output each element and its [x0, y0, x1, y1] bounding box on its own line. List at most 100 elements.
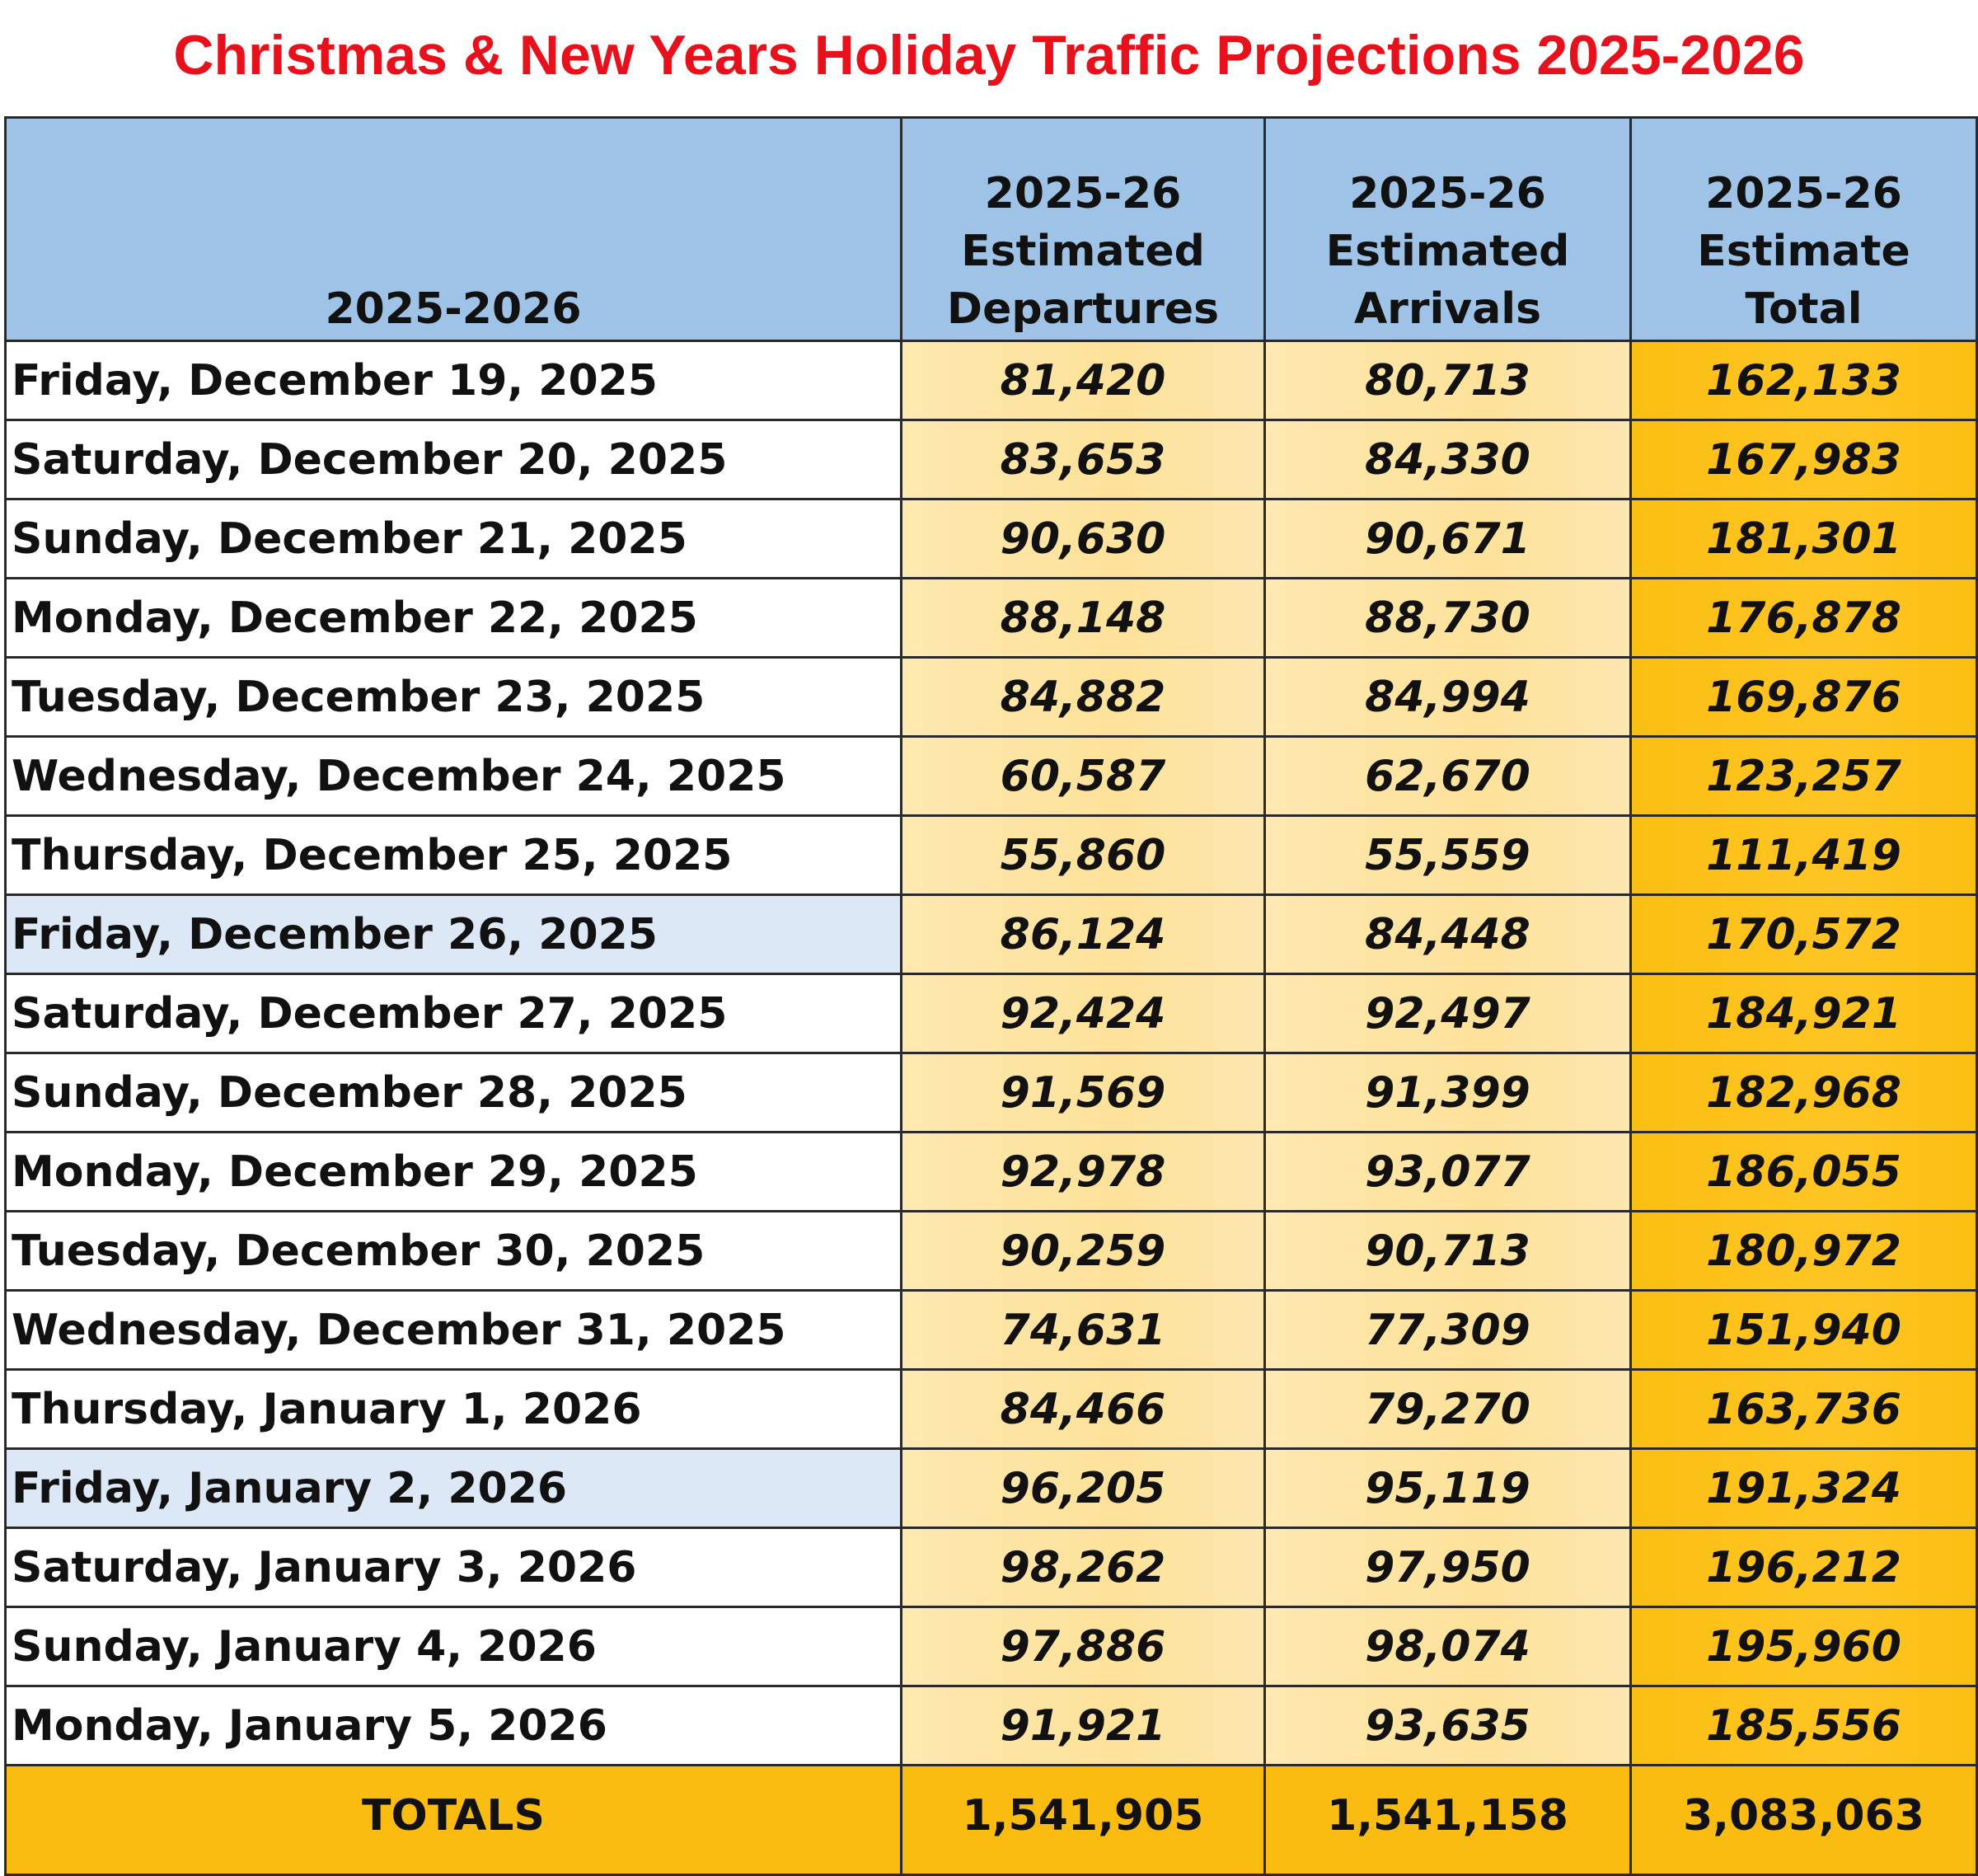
date-cell: Monday, January 5, 2026 — [4, 1685, 902, 1766]
date-cell: Friday, January 2, 2026 — [4, 1447, 902, 1529]
value-cell: 98,074 — [1263, 1606, 1632, 1687]
value-cell: 184,921 — [1629, 973, 1978, 1054]
date-cell: Friday, December 26, 2025 — [4, 893, 902, 975]
value-cell: 84,882 — [900, 656, 1266, 738]
value-cell: 88,730 — [1263, 577, 1632, 659]
date-cell: Tuesday, December 23, 2025 — [4, 656, 902, 738]
header-line: Departures — [946, 284, 1220, 334]
value-cell: 123,257 — [1629, 735, 1978, 817]
value-cell: 86,124 — [900, 893, 1266, 975]
totals-cell: 1,541,905 — [900, 1764, 1266, 1876]
table-row: Saturday, January 3, 2026 98,262 97,950 196… — [4, 1527, 1978, 1608]
value-cell: 196,212 — [1629, 1527, 1978, 1608]
column-header: 2025-26 Estimate Total — [1629, 116, 1978, 342]
table-row: Tuesday, December 23, 2025 84,882 84,994 16… — [4, 656, 1978, 738]
date-cell: Sunday, December 28, 2025 — [4, 1052, 902, 1133]
value-cell: 95,119 — [1263, 1447, 1632, 1529]
value-cell: 97,886 — [900, 1606, 1266, 1687]
date-cell: Wednesday, December 24, 2025 — [4, 735, 902, 817]
table-row: Friday, December 19, 2025 81,420 80,713 162… — [4, 340, 1978, 421]
value-cell: 169,876 — [1629, 656, 1978, 738]
table-row: Thursday, January 1, 2026 84,466 79,270 163… — [4, 1368, 1978, 1450]
value-cell: 91,569 — [900, 1052, 1266, 1133]
header-line: 2025-2026 — [325, 284, 582, 334]
value-cell: 97,950 — [1263, 1527, 1632, 1608]
value-cell: 176,878 — [1629, 577, 1978, 659]
totals-cell: 3,083,063 — [1629, 1764, 1978, 1876]
table-row: Friday, December 26, 2025 86,124 84,448 170… — [4, 893, 1978, 975]
value-cell: 84,466 — [900, 1368, 1266, 1450]
header-line: 2025-26 — [1349, 169, 1546, 218]
header-line: Arrivals — [1353, 284, 1542, 334]
value-cell: 88,148 — [900, 577, 1266, 659]
value-cell: 92,497 — [1263, 973, 1632, 1054]
table-row: Saturday, December 27, 2025 92,424 92,497 1… — [4, 973, 1978, 1054]
table-row: Thursday, December 25, 2025 55,860 55,559 1… — [4, 814, 1978, 896]
value-cell: 74,631 — [900, 1289, 1266, 1371]
value-cell: 111,419 — [1629, 814, 1978, 896]
value-cell: 182,968 — [1629, 1052, 1978, 1133]
value-cell: 84,448 — [1263, 893, 1632, 975]
date-cell: Thursday, January 1, 2026 — [4, 1368, 902, 1450]
date-cell: Saturday, January 3, 2026 — [4, 1527, 902, 1608]
header-row: 2025-2026 2025-26 Estimated Departures 2025-… — [4, 116, 1978, 342]
value-cell: 98,262 — [900, 1527, 1266, 1608]
value-cell: 91,921 — [900, 1685, 1266, 1766]
totals-cell: 1,541,158 — [1263, 1764, 1632, 1876]
header-line: Estimated — [1325, 227, 1570, 276]
column-header: 2025-26 Estimated Departures — [900, 116, 1266, 342]
table-row: Friday, January 2, 2026 96,205 95,119 191,3… — [4, 1447, 1978, 1529]
value-cell: 84,994 — [1263, 656, 1632, 738]
table-row: Saturday, December 20, 2025 83,653 84,330 1… — [4, 419, 1978, 500]
table-row: Wednesday, December 24, 2025 60,587 62,670… — [4, 735, 1978, 817]
date-cell: Tuesday, December 30, 2025 — [4, 1210, 902, 1292]
value-cell: 90,259 — [900, 1210, 1266, 1292]
table-row: Wednesday, December 31, 2025 74,631 77,309… — [4, 1289, 1978, 1371]
value-cell: 151,940 — [1629, 1289, 1978, 1371]
value-cell: 92,424 — [900, 973, 1266, 1054]
table-row: Tuesday, December 30, 2025 90,259 90,713 18… — [4, 1210, 1978, 1292]
value-cell: 55,860 — [900, 814, 1266, 896]
value-cell: 92,978 — [900, 1131, 1266, 1212]
value-cell: 84,330 — [1263, 419, 1632, 500]
table-row: Monday, December 29, 2025 92,978 93,077 186… — [4, 1131, 1978, 1212]
value-cell: 60,587 — [900, 735, 1266, 817]
header-line: 2025-26 — [1705, 169, 1902, 218]
value-cell: 93,077 — [1263, 1131, 1632, 1212]
header-line: Total — [1745, 284, 1863, 334]
value-cell: 181,301 — [1629, 498, 1978, 579]
value-cell: 191,324 — [1629, 1447, 1978, 1529]
table-row: Monday, December 22, 2025 88,148 88,730 176… — [4, 577, 1978, 659]
value-cell: 77,309 — [1263, 1289, 1632, 1371]
value-cell: 93,635 — [1263, 1685, 1632, 1766]
value-cell: 167,983 — [1629, 419, 1978, 500]
header-line: 2025-26 — [984, 169, 1182, 218]
date-cell: Saturday, December 27, 2025 — [4, 973, 902, 1054]
table-row: Sunday, December 28, 2025 91,569 91,399 182… — [4, 1052, 1978, 1133]
value-cell: 91,399 — [1263, 1052, 1632, 1133]
value-cell: 81,420 — [900, 340, 1266, 421]
value-cell: 170,572 — [1629, 893, 1978, 975]
totals-label: TOTALS — [4, 1764, 902, 1876]
value-cell: 162,133 — [1629, 340, 1978, 421]
value-cell: 62,670 — [1263, 735, 1632, 817]
table-row: Sunday, January 4, 2026 97,886 98,074 195,9… — [4, 1606, 1978, 1687]
date-cell: Wednesday, December 31, 2025 — [4, 1289, 902, 1371]
value-cell: 79,270 — [1263, 1368, 1632, 1450]
date-cell: Monday, December 29, 2025 — [4, 1131, 902, 1212]
value-cell: 55,559 — [1263, 814, 1632, 896]
column-header: 2025-2026 — [4, 116, 902, 342]
value-cell: 90,671 — [1263, 498, 1632, 579]
value-cell: 186,055 — [1629, 1131, 1978, 1212]
value-cell: 90,630 — [900, 498, 1266, 579]
value-cell: 163,736 — [1629, 1368, 1978, 1450]
date-cell: Saturday, December 20, 2025 — [4, 419, 902, 500]
value-cell: 185,556 — [1629, 1685, 1978, 1766]
value-cell: 195,960 — [1629, 1606, 1978, 1687]
value-cell: 80,713 — [1263, 340, 1632, 421]
column-header: 2025-26 Estimated Arrivals — [1263, 116, 1632, 342]
page-title: Christmas & New Years Holiday Traffic Pr… — [173, 24, 1805, 87]
totals-row: TOTALS 1,541,905 1,541,158 3,083,063 — [4, 1764, 1978, 1876]
date-cell: Sunday, December 21, 2025 — [4, 498, 902, 579]
header-line: Estimate — [1697, 227, 1910, 276]
